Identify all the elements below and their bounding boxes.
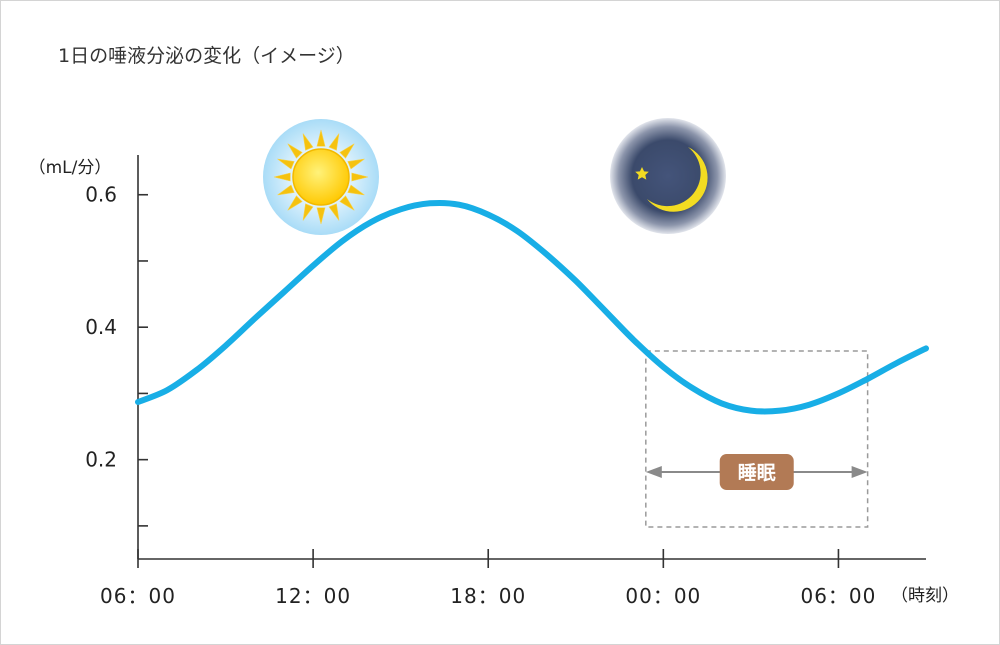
x-tick-label: 00：00 bbox=[625, 584, 701, 608]
x-tick-label: 12：00 bbox=[275, 584, 351, 608]
moon-icon bbox=[610, 118, 726, 234]
y-axis-unit-label: （mL/分） bbox=[29, 158, 112, 178]
sleep-arrow-left-head bbox=[645, 466, 662, 478]
x-tick-label: 18：00 bbox=[450, 584, 526, 608]
sleep-range-box bbox=[645, 350, 869, 528]
y-axis-ticks: 0.6 0.4 0.2 bbox=[85, 183, 148, 527]
series-line-saliva bbox=[135, 199, 929, 415]
sleep-badge bbox=[719, 454, 794, 490]
sleep-range-annotation: 睡眠 bbox=[645, 350, 869, 528]
y-tick-label: 0.4 bbox=[85, 315, 117, 339]
sleep-label: 睡眠 bbox=[738, 462, 776, 484]
y-tick-label: 0.2 bbox=[85, 448, 117, 472]
x-tick-label: 06：00 bbox=[800, 584, 876, 608]
x-axis-unit-label: （時刻） bbox=[891, 586, 959, 606]
star-icon bbox=[635, 167, 649, 180]
sun-icon bbox=[263, 119, 379, 235]
y-tick-label: 0.6 bbox=[85, 183, 117, 207]
x-tick-label: 06：00 bbox=[100, 584, 176, 608]
x-axis-ticks: 06：00 12：00 18：00 00：00 06：00 bbox=[100, 549, 876, 608]
chart-title: 1日の唾液分泌の変化（イメージ） bbox=[58, 45, 355, 67]
sleep-arrow-right-head bbox=[851, 466, 868, 478]
